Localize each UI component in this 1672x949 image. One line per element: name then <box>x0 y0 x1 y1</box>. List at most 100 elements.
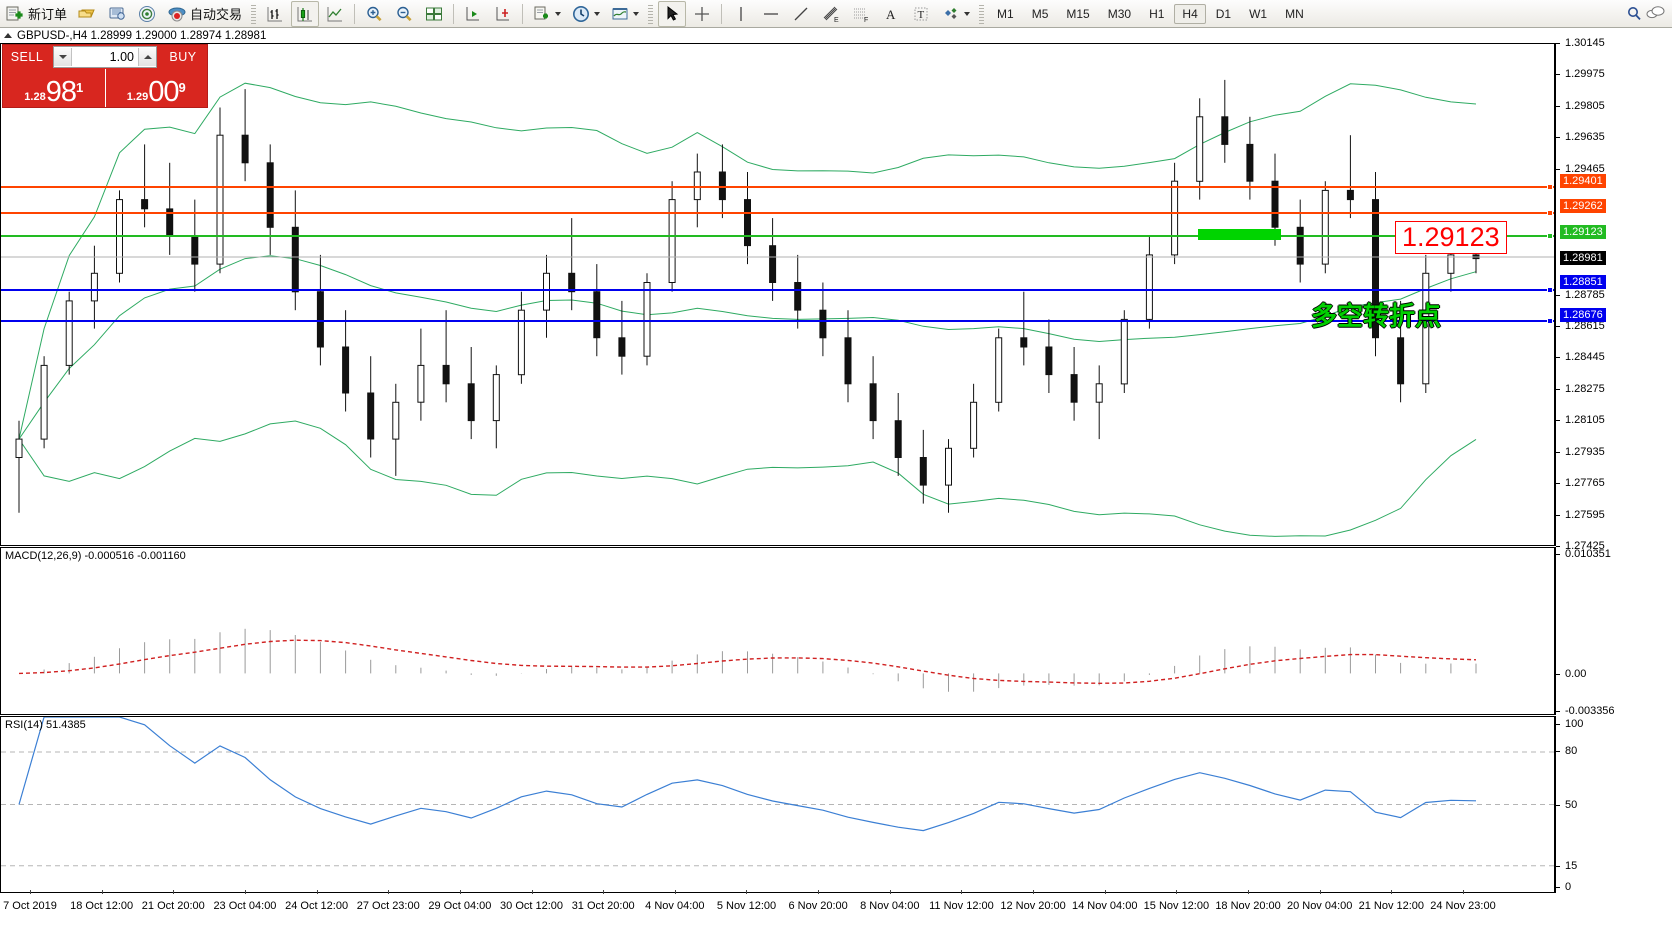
zoom-in-button[interactable] <box>360 1 388 27</box>
volume-dropdown-button[interactable] <box>54 48 72 66</box>
green-zone-marker[interactable] <box>1198 229 1281 240</box>
new-chart-button[interactable] <box>528 1 565 27</box>
bar-chart-button[interactable] <box>261 1 289 27</box>
price-tag-resistance-line[interactable]: 1.29262 <box>1560 199 1606 214</box>
support-line-1[interactable] <box>1 289 1554 291</box>
buy-button[interactable]: BUY <box>169 50 197 64</box>
timeframe-h1[interactable]: H1 <box>1149 6 1165 21</box>
period-button[interactable] <box>567 1 604 27</box>
timeframe-mn[interactable]: MN <box>1285 6 1304 21</box>
target-line[interactable] <box>1 235 1554 237</box>
macd-scale[interactable]: 0.010351 0.00 -0.003356 <box>1555 547 1672 717</box>
zoom-out-button[interactable] <box>390 1 418 27</box>
macd-pane[interactable]: MACD(12,26,9) -0.000516 -0.001160 <box>0 547 1555 715</box>
chevron-down-icon-3[interactable] <box>633 11 640 16</box>
timeframe-d1[interactable]: D1 <box>1215 6 1232 21</box>
resistance-line-2-anchor[interactable] <box>1547 210 1553 216</box>
templates-button[interactable] <box>606 1 643 27</box>
price-pane[interactable]: 1.29123 多空转折点 <box>0 43 1555 546</box>
buy-quote[interactable]: 1.29 00 9 <box>106 69 208 107</box>
time-tick-label: 7 Oct 2019 <box>3 900 57 912</box>
collapse-triangle-icon[interactable] <box>4 33 12 38</box>
trendline-icon <box>791 4 811 24</box>
line-chart-button[interactable] <box>321 1 349 27</box>
new-order-button[interactable]: 新订单 <box>1 1 71 27</box>
chevron-down-icon[interactable] <box>555 11 562 16</box>
trendline-button[interactable] <box>787 1 815 27</box>
volume-value[interactable]: 1.00 <box>109 50 134 64</box>
volume-input[interactable]: 1.00 <box>53 46 157 68</box>
price-tag-support-line[interactable]: 1.28676 <box>1560 307 1606 322</box>
sell-price-point: 1 <box>75 80 84 95</box>
buy-price-main: 00 <box>148 76 179 108</box>
support-line-1-anchor[interactable] <box>1547 287 1553 293</box>
macd-tick-label: -0.003356 <box>1565 705 1615 717</box>
auto-trading-button[interactable]: 自动交易 <box>163 1 246 27</box>
timeframe-w1[interactable]: W1 <box>1249 6 1268 21</box>
toolbar-grip[interactable] <box>251 3 257 24</box>
time-tick <box>961 890 963 894</box>
rsi-tick-label: 0 <box>1565 881 1572 893</box>
price-tag-support-line[interactable]: 1.28851 <box>1560 275 1606 290</box>
time-tick-label: 27 Oct 23:00 <box>356 900 420 912</box>
price-tag-last-price[interactable]: 1.28981 <box>1560 251 1606 266</box>
sell-quote[interactable]: 1.28 98 1 <box>3 69 106 107</box>
price-tick <box>1556 43 1560 44</box>
timeframe-m1[interactable]: M1 <box>997 6 1014 21</box>
price-scale[interactable]: 1.30145 1.29975 1.29805 1.29635 1.29465 1.287… <box>1555 37 1672 552</box>
timeframe-h4[interactable]: H4 <box>1174 3 1206 24</box>
candlestick-chart-button[interactable] <box>291 0 320 27</box>
timeframe-m30[interactable]: M30 <box>1107 6 1132 21</box>
time-tick <box>674 890 676 894</box>
price-tick <box>1556 483 1560 485</box>
chevron-down-icon-4[interactable] <box>964 11 971 16</box>
timeframe-m15[interactable]: M15 <box>1066 6 1090 21</box>
terminal-icon <box>107 4 127 24</box>
cursor-button[interactable] <box>658 0 687 27</box>
resistance-line-1-anchor[interactable] <box>1547 184 1553 190</box>
search-icon[interactable] <box>1624 4 1644 24</box>
timeframe-m5[interactable]: M5 <box>1031 6 1049 21</box>
toolbar-separator-3 <box>522 3 524 24</box>
navigator-button[interactable] <box>133 1 161 27</box>
price-tick-label: 1.27935 <box>1565 445 1605 458</box>
horizontal-line-button[interactable] <box>757 1 785 27</box>
price-tag-target-line[interactable]: 1.29123 <box>1560 224 1606 239</box>
toolbar-grip-3[interactable] <box>979 3 985 24</box>
support-line-2-anchor[interactable] <box>1547 318 1553 324</box>
text-label-button[interactable]: A <box>877 1 905 27</box>
price-tick <box>1556 105 1560 107</box>
price-tick <box>1556 388 1560 390</box>
chart-shift-button[interactable] <box>489 1 517 27</box>
buy-price-prefix: 1.29 <box>126 91 149 103</box>
objects-button[interactable] <box>937 1 974 27</box>
crosshair-button[interactable] <box>688 1 716 27</box>
vertical-line-button[interactable] <box>727 1 755 27</box>
rsi-scale[interactable]: 100 80 50 15 0 <box>1555 716 1672 893</box>
terminal-button[interactable] <box>103 1 131 27</box>
fibonacci-button[interactable]: F <box>847 1 875 27</box>
rsi-pane[interactable]: RSI(14) 51.4385 <box>0 716 1555 893</box>
time-tick-label: 6 Nov 20:00 <box>788 900 848 912</box>
chat-icon[interactable] <box>1644 4 1665 24</box>
chevron-down-icon-2[interactable] <box>594 11 601 16</box>
resistance-line-2[interactable] <box>1 212 1554 214</box>
toolbar-separator-4 <box>721 3 723 24</box>
sell-button[interactable]: SELL <box>10 50 44 64</box>
time-tick <box>459 890 461 894</box>
support-line-2[interactable] <box>1 320 1554 322</box>
macd-tick <box>1556 711 1560 712</box>
price-tag-resistance-line[interactable]: 1.29401 <box>1560 173 1606 188</box>
target-line-anchor[interactable] <box>1547 233 1553 239</box>
tile-windows-button[interactable] <box>420 1 448 27</box>
price-tick-label: 1.27425 <box>1565 540 1605 552</box>
text-button[interactable]: T <box>907 1 935 27</box>
toolbar-grip-2[interactable] <box>648 3 654 24</box>
equidistant-channel-button[interactable]: E <box>817 1 845 27</box>
volume-increment-button[interactable] <box>138 48 156 66</box>
auto-scroll-button[interactable] <box>459 1 487 27</box>
sell-price-main: 98 <box>45 76 77 108</box>
open-data-folder-button[interactable] <box>73 1 101 27</box>
resistance-line-1[interactable] <box>1 186 1554 188</box>
time-tick-label: 29 Oct 04:00 <box>428 900 492 912</box>
